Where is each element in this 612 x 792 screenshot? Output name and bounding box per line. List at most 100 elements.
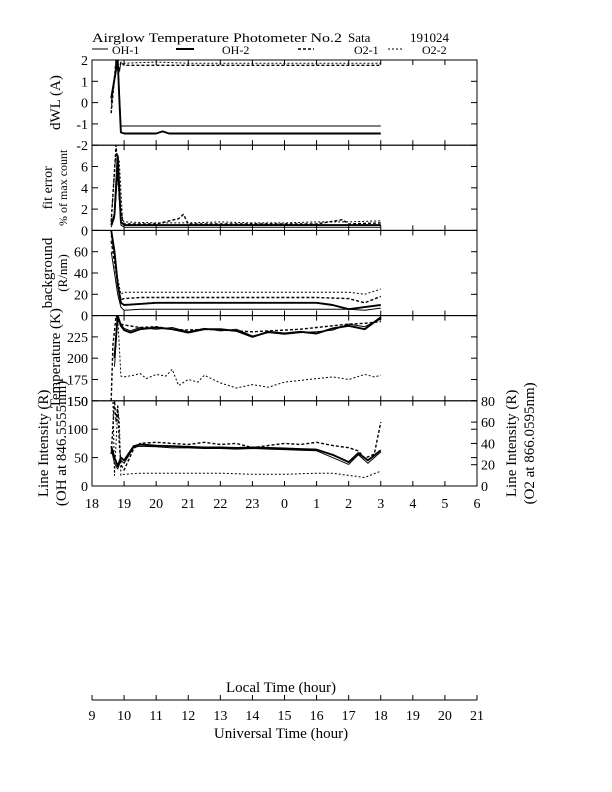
series-group <box>110 400 382 478</box>
series-line-oh-2 <box>110 154 381 227</box>
universal-time-tick-label: 13 <box>213 709 227 724</box>
series-line-o2-2 <box>112 400 381 478</box>
universal-time-tick-label: 14 <box>245 709 259 724</box>
series-line-oh-2 <box>110 443 382 468</box>
series-line-o2-2 <box>110 235 381 295</box>
series-line-oh-1 <box>114 315 382 367</box>
y-axis-label-2: % of max count <box>56 149 70 226</box>
series-line-o2-1 <box>110 240 382 304</box>
y-axis-label-2: (OH at 846.5555nm) <box>54 381 70 506</box>
series-line-o2-1 <box>110 315 381 401</box>
legend-item-oh-1: OH-1 <box>92 43 139 57</box>
legend-item-oh-2: OH-2 <box>176 43 249 57</box>
panel-background: 0 20 40 60 background (R/nm) <box>40 229 478 325</box>
y-axis-label: background <box>40 237 56 308</box>
y2-axis-label: Line Intensity (R) <box>504 390 520 497</box>
y-tick-label: 60 <box>74 246 88 261</box>
panel-fit-error: 0 2 4 6 fit error% of max count <box>41 144 478 239</box>
y-axis-label: Temperature (K) <box>48 308 64 408</box>
y-tick-label: 40 <box>74 267 88 282</box>
y-tick-label: 150 <box>67 395 88 410</box>
panel-frame <box>91 144 478 231</box>
series-line-oh-1 <box>110 60 381 127</box>
panel-frame <box>91 59 478 146</box>
y2-tick-label: 20 <box>481 459 495 474</box>
universal-time-axis-label: Universal Time (hour) <box>214 726 348 742</box>
universal-time-tick-label: 17 <box>342 709 356 724</box>
y-tick-label: 0 <box>81 224 88 239</box>
local-time-tick-label: 2 <box>345 497 352 512</box>
local-time-tick-label: 18 <box>85 497 99 512</box>
y-axis-label: fit error <box>41 166 56 209</box>
y-tick-label: 100 <box>67 423 88 438</box>
y-tick-label: 50 <box>74 452 88 467</box>
local-time-tick-label: 1 <box>313 497 320 512</box>
series-line-oh-2 <box>110 60 381 135</box>
series-line-oh-1 <box>110 445 382 470</box>
y-tick-label: -1 <box>76 118 88 133</box>
y-tick-label: 0 <box>81 480 88 495</box>
y-axis-label: dWL (A) <box>48 75 64 130</box>
y-tick-label: 4 <box>81 182 88 197</box>
series-line-oh-2 <box>113 315 382 359</box>
universal-time-tick-label: 11 <box>149 709 162 724</box>
universal-time-tick-label: 20 <box>438 709 452 724</box>
universal-time-tick-label: 12 <box>181 709 195 724</box>
local-time-tick-label: 22 <box>213 497 227 512</box>
series-group <box>110 60 381 135</box>
legend-item-o2-2: O2-2 <box>388 43 447 57</box>
y-axis-label: Line Intensity (R) <box>36 390 52 497</box>
series-line-oh-1 <box>110 171 381 228</box>
series-line-o2-2 <box>110 150 381 224</box>
time-axes: Local Time (hour) Universal Time (hour) … <box>85 497 484 742</box>
local-time-tick-label: 5 <box>441 497 448 512</box>
y-tick-label: -2 <box>76 139 88 154</box>
y2-tick-label: 60 <box>481 416 495 431</box>
series-group <box>110 315 382 401</box>
y-tick-label: 2 <box>81 203 88 218</box>
y-axis-label-2: (R/nm) <box>55 254 70 292</box>
local-time-tick-label: 4 <box>409 497 416 512</box>
local-time-tick-label: 23 <box>245 497 259 512</box>
series-line-o2-2 <box>110 60 381 110</box>
y-tick-label: 0 <box>81 310 88 325</box>
legend-label: O2-1 <box>354 43 379 57</box>
y-tick-label: 6 <box>81 161 88 176</box>
universal-time-tick-label: 19 <box>406 709 420 724</box>
universal-time-tick-label: 9 <box>89 709 96 724</box>
universal-time-tick-label: 18 <box>374 709 388 724</box>
series-line-o2-2 <box>117 315 381 389</box>
y-tick-label: 20 <box>74 288 88 303</box>
universal-time-tick-label: 21 <box>470 709 484 724</box>
legend-label: OH-2 <box>222 43 249 57</box>
site-name: Sata <box>348 30 371 45</box>
legend: OH-1 OH-2 O2-1 O2-2 <box>92 43 447 57</box>
series-line-oh-1 <box>110 251 381 311</box>
y-tick-label: 1 <box>81 75 88 90</box>
date-label: 191024 <box>410 30 450 45</box>
universal-time-tick-label: 10 <box>117 709 131 724</box>
y-tick-label: 175 <box>67 374 88 389</box>
series-line-o2-1 <box>110 145 381 225</box>
universal-time-tick-label: 16 <box>310 709 324 724</box>
y-tick-label: 0 <box>81 97 88 112</box>
y-tick-label: 200 <box>67 352 88 367</box>
series-line-o2-1 <box>110 400 382 471</box>
local-time-tick-label: 6 <box>474 497 481 512</box>
local-time-tick-label: 3 <box>377 497 384 512</box>
y-tick-label: 2 <box>81 54 88 69</box>
series-line-o2-1 <box>110 60 381 114</box>
legend-label: OH-1 <box>112 43 139 57</box>
local-time-tick-label: 20 <box>149 497 163 512</box>
panel-dwl: -2 -1 0 1 2 dWL (A) <box>48 54 478 154</box>
y-tick-label: 150 <box>67 395 88 410</box>
figure-title: Airglow Temperature Photometer No.2 <box>92 30 342 45</box>
local-time-tick-label: 0 <box>281 497 288 512</box>
y2-axis-label-2: (O2 at 866.0595nm) <box>522 382 538 504</box>
legend-label: O2-2 <box>422 43 447 57</box>
y2-tick-label: 0 <box>481 480 488 495</box>
local-time-tick-label: 19 <box>117 497 131 512</box>
